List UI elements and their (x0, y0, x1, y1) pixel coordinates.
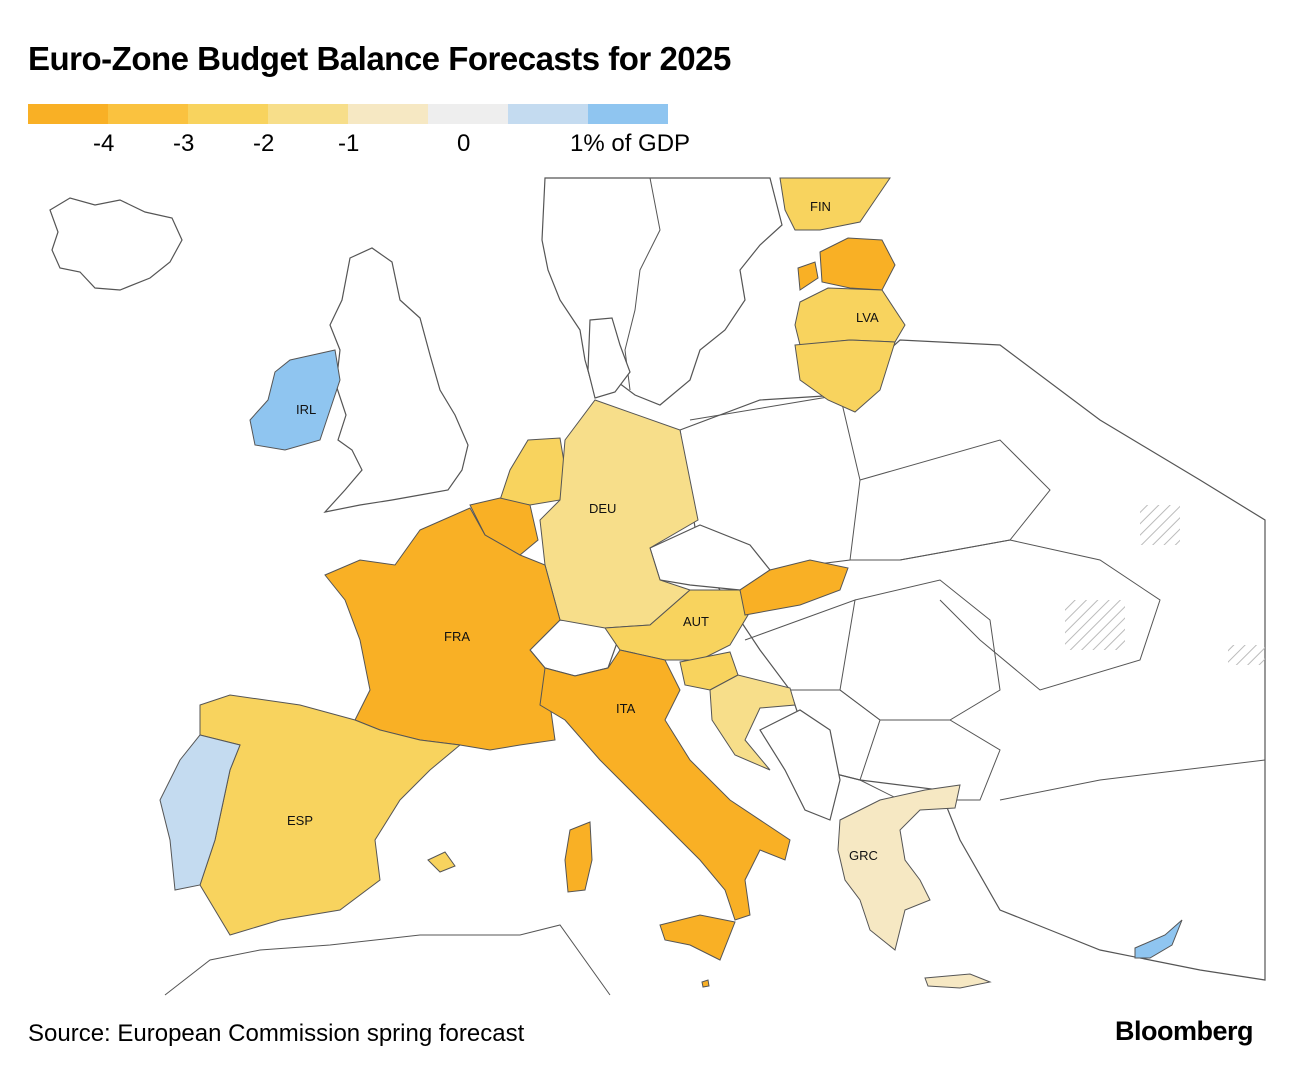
legend-labels: -4 -3 -2 -1 0 1% of GDP (0, 130, 760, 160)
label-irl: IRL (296, 402, 316, 417)
country-france (324, 507, 561, 751)
source-note: Source: European Commission spring forec… (28, 1020, 525, 1047)
label-esp: ESP (287, 813, 313, 828)
color-legend (28, 104, 668, 124)
country-estonia (819, 237, 896, 291)
label-fin: FIN (810, 199, 831, 214)
balkans-shape (759, 709, 841, 821)
country-italy (539, 649, 791, 921)
country-cyprus (1134, 919, 1183, 959)
label-lva: LVA (856, 310, 879, 325)
spain-balearic (427, 851, 456, 873)
legend-label-minus1: -1 (338, 130, 360, 157)
great-britain-shape (323, 247, 469, 513)
label-fra: FRA (444, 629, 470, 644)
country-netherlands (499, 437, 566, 506)
europe-map: IRL FIN LVA DEU FRA AUT ITA ESP GRC (49, 177, 1266, 996)
country-ireland (249, 349, 341, 451)
italy-sicily (659, 914, 736, 961)
bloomberg-logo: Bloomberg (1114, 1016, 1254, 1046)
country-portugal (159, 734, 241, 891)
legend-label-unit: 1% of GDP (570, 130, 691, 157)
estonia-island (797, 261, 819, 291)
country-croatia (709, 674, 796, 771)
ukraine-border (850, 539, 1161, 691)
legend-swatch-5 (348, 104, 428, 124)
legend-label-minus4: -4 (93, 130, 115, 157)
crimea-hatch (1065, 600, 1125, 650)
country-malta (701, 979, 710, 988)
crimea-hatch-north (1140, 505, 1180, 545)
legend-swatch-2 (108, 104, 188, 124)
greece-crete (924, 973, 992, 989)
legend-swatch-8 (588, 104, 668, 124)
label-grc: GRC (849, 848, 878, 863)
legend-swatch-6 (428, 104, 508, 124)
legend-swatch-1 (28, 104, 108, 124)
italy-sardinia (564, 821, 593, 893)
label-deu: DEU (589, 501, 616, 516)
norway-sweden-border (624, 177, 661, 391)
country-lithuania (794, 339, 896, 413)
label-aut: AUT (683, 614, 709, 629)
country-greece (837, 784, 961, 951)
turkey-border (999, 759, 1266, 801)
north-africa-coastline (164, 924, 611, 996)
legend-swatch-3 (188, 104, 268, 124)
scandinavia-shape (541, 177, 783, 406)
legend-label-zero: 0 (457, 130, 471, 157)
legend-label-minus2: -2 (253, 130, 275, 157)
iceland-shape (49, 197, 183, 291)
crimea-hatch-east (1228, 645, 1265, 665)
country-slovakia (739, 559, 849, 616)
country-germany (539, 399, 699, 629)
country-latvia (794, 287, 906, 346)
denmark-shape (587, 317, 631, 399)
legend-label-minus3: -3 (173, 130, 195, 157)
legend-swatch-4 (268, 104, 348, 124)
label-ita: ITA (616, 701, 636, 716)
legend-swatch-7 (508, 104, 588, 124)
chart-title: Euro-Zone Budget Balance Forecasts for 2… (28, 40, 731, 77)
eastern-europe-shape (679, 339, 1266, 981)
country-finland (779, 177, 891, 231)
